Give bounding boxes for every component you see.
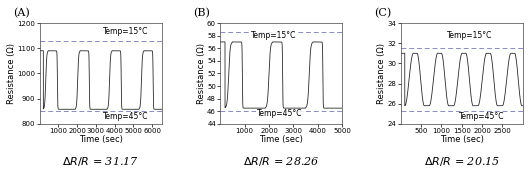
X-axis label: Time (sec): Time (sec): [259, 135, 303, 144]
Y-axis label: Resistance (Ω): Resistance (Ω): [7, 43, 16, 104]
Text: $\Delta R/R$ = 28.26: $\Delta R/R$ = 28.26: [243, 155, 319, 168]
Text: Temp=15°C: Temp=15°C: [251, 31, 296, 40]
Y-axis label: Resistance (Ω): Resistance (Ω): [377, 43, 386, 104]
Text: (C): (C): [374, 8, 391, 18]
Text: $\Delta R/R$ = 20.15: $\Delta R/R$ = 20.15: [423, 155, 500, 168]
Text: Temp=15°C: Temp=15°C: [103, 27, 148, 36]
X-axis label: Time (sec): Time (sec): [440, 135, 484, 144]
Y-axis label: Resistance (Ω): Resistance (Ω): [196, 43, 205, 104]
Text: Temp=45°C: Temp=45°C: [257, 109, 302, 118]
Text: $\Delta R/R$ = 31.17: $\Delta R/R$ = 31.17: [62, 155, 139, 168]
Text: (B): (B): [193, 8, 210, 18]
X-axis label: Time (sec): Time (sec): [79, 135, 122, 144]
Text: Temp=45°C: Temp=45°C: [103, 112, 148, 121]
Text: (A): (A): [13, 8, 30, 18]
Text: Temp=45°C: Temp=45°C: [459, 112, 505, 121]
Text: Temp=15°C: Temp=15°C: [447, 31, 493, 40]
